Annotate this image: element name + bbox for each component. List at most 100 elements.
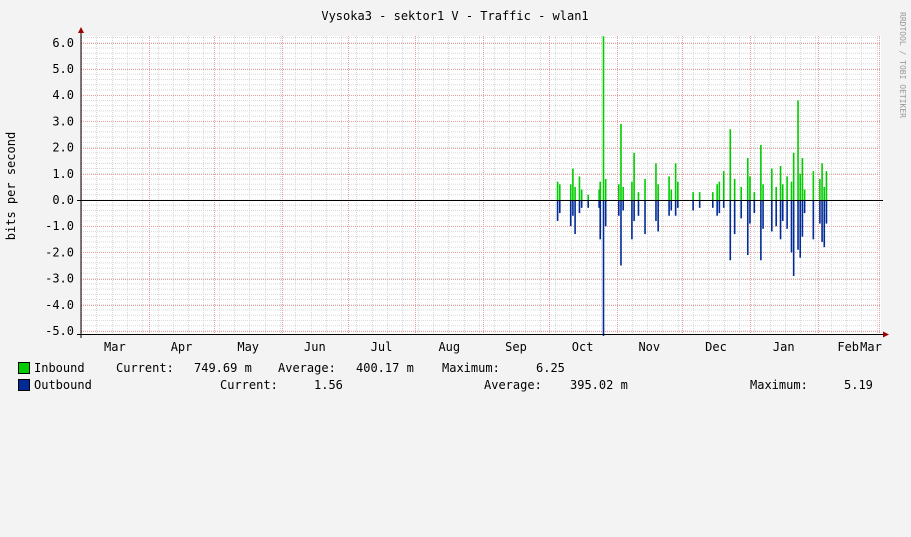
outbound-maximum-label: Maximum: <box>750 378 808 392</box>
rrdtool-watermark: RRDTOOL / TOBI OETIKER <box>898 12 907 118</box>
inbound-bar <box>718 181 721 200</box>
x-tick-label: Mar <box>104 340 126 354</box>
outbound-average-label: Average: <box>484 378 542 392</box>
outbound-bar <box>578 200 581 214</box>
outbound-current-label: Current: <box>220 378 278 392</box>
x-tick-label: Dec <box>705 340 727 354</box>
chart-title: Vysoka3 - sektor1 V - Traffic - wlan1 <box>321 9 588 23</box>
series-inbound <box>556 36 828 200</box>
outbound-bar <box>572 200 574 216</box>
inbound-bar <box>556 181 559 200</box>
inbound-bar <box>740 186 743 200</box>
outbound-bar <box>622 200 624 211</box>
outbound-bar <box>821 200 823 242</box>
inbound-average-value: 400.17 m <box>356 361 414 375</box>
inbound-bar <box>729 129 732 200</box>
outbound-bar <box>722 200 725 208</box>
outbound-bar <box>786 200 788 229</box>
graph-image: 6.0 5.0 4.0 3.0 2.0 1.0 0.0 -1.0 -2.0 -3.0 -4.0 -5.… <box>4 9 907 392</box>
outbound-bar <box>692 200 694 211</box>
inbound-bar <box>620 124 622 200</box>
outbound-bar <box>729 200 732 261</box>
inbound-current-label: Current: <box>116 361 174 375</box>
y-tick-label: -4.0 <box>45 298 74 312</box>
axes <box>77 27 889 338</box>
outbound-bar <box>633 200 635 221</box>
inbound-bar <box>602 36 605 200</box>
inbound-average-label: Average: <box>278 361 336 375</box>
inbound-maximum-value: 6.25 <box>536 361 565 375</box>
outbound-bar <box>760 200 762 261</box>
x-tick-label: Mar <box>860 340 882 354</box>
inbound-bar <box>644 179 646 200</box>
x-tick-labels: Mar Apr May Jun Jul Aug Sep Oct Nov Dec Jan Feb Mar <box>104 340 882 354</box>
outbound-bar <box>771 200 773 232</box>
outbound-bar <box>781 200 784 221</box>
inbound-bar <box>604 179 607 200</box>
inbound-bar <box>558 184 561 200</box>
inbound-bar <box>812 171 815 200</box>
inbound-maximum-label: Maximum: <box>442 361 500 375</box>
outbound-bar <box>733 200 736 235</box>
outbound-bar <box>558 200 561 214</box>
inbound-bar <box>771 168 773 200</box>
outbound-bar <box>657 200 659 232</box>
y-tick-label: 4.0 <box>52 88 74 102</box>
outbound-bar <box>775 200 777 227</box>
outbound-bar <box>799 200 802 258</box>
y-tick-label: 3.0 <box>52 114 74 128</box>
outbound-bar <box>574 200 576 235</box>
outbound-maximum-value: 5.19 <box>844 378 873 392</box>
inbound-swatch <box>18 362 30 374</box>
outbound-bar <box>797 200 799 250</box>
inbound-bar <box>801 158 804 200</box>
inbound-bar <box>722 171 725 200</box>
inbound-bar <box>692 192 694 200</box>
inbound-bar <box>792 152 795 200</box>
x-tick-label: Jul <box>371 340 393 354</box>
outbound-bar <box>803 200 806 214</box>
inbound-label: Inbound <box>34 361 85 375</box>
inbound-bar <box>633 152 635 200</box>
inbound-bar <box>823 186 826 200</box>
outbound-bar <box>716 200 718 216</box>
inbound-bar <box>618 184 620 200</box>
inbound-bar <box>698 192 701 200</box>
y-axis-arrow <box>78 27 84 33</box>
outbound-bar <box>698 200 701 208</box>
inbound-bar <box>749 176 751 200</box>
x-tick-label: Jun <box>304 340 326 354</box>
outbound-bar <box>674 200 677 216</box>
series-outbound <box>556 200 828 336</box>
y-tick-labels: 6.0 5.0 4.0 3.0 2.0 1.0 0.0 -1.0 -2.0 -3.0 -4.0 -5.… <box>45 36 74 338</box>
inbound-bar <box>799 173 802 200</box>
inbound-bar <box>753 192 756 200</box>
outbound-bar <box>620 200 622 266</box>
legend-inbound: Inbound Current: 749.69 m Average: 400.1… <box>18 360 898 376</box>
outbound-average-value: 395.02 m <box>570 378 628 392</box>
outbound-bar <box>753 200 756 214</box>
inbound-bar <box>587 194 590 200</box>
x-tick-label: Oct <box>572 340 594 354</box>
y-tick-label: -1.0 <box>45 219 74 233</box>
inbound-bar <box>781 184 784 200</box>
inbound-bar <box>760 144 762 200</box>
inbound-bar <box>775 186 777 200</box>
outbound-bar <box>670 200 673 211</box>
y-tick-label: -2.0 <box>45 245 74 259</box>
inbound-bar <box>674 163 677 200</box>
outbound-bar <box>801 200 804 237</box>
inbound-bar <box>631 181 633 200</box>
x-tick-label: Aug <box>438 340 460 354</box>
outbound-bar <box>812 200 815 240</box>
inbound-bar <box>578 176 581 200</box>
inbound-bar <box>677 181 679 200</box>
x-tick-label: May <box>237 340 259 354</box>
outbound-label: Outbound <box>34 378 92 392</box>
outbound-bar <box>569 200 572 227</box>
inbound-bar <box>746 158 749 200</box>
inbound-bar <box>670 189 673 200</box>
outbound-bar <box>599 200 602 240</box>
outbound-bar <box>677 200 679 208</box>
x-tick-label: Nov <box>638 340 660 354</box>
